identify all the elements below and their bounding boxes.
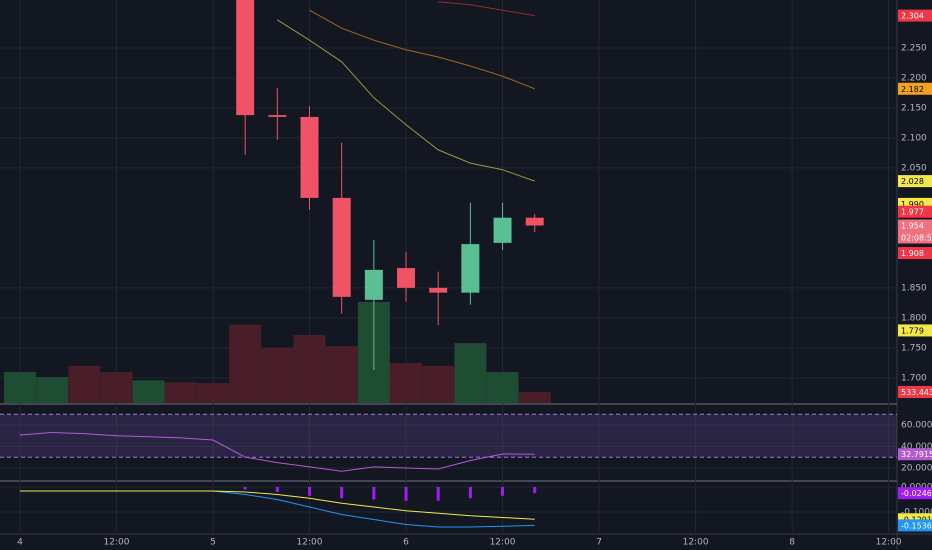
- price-tag: [898, 219, 932, 232]
- candle-body: [364, 269, 383, 300]
- price-tag: [898, 82, 932, 95]
- volume-bar: [68, 365, 101, 403]
- signal-line: [19, 490, 535, 520]
- y-tick-label: 1.750: [901, 343, 927, 353]
- volume-bar: [454, 343, 487, 403]
- moving-average: [309, 9, 535, 90]
- volume-bar: [518, 392, 551, 403]
- rsi-tick-label: 20.0000: [901, 463, 932, 473]
- macd-histogram-bar: [243, 487, 247, 490]
- macd-layer: [19, 487, 537, 528]
- volume-bar: [164, 382, 197, 403]
- candle-body: [461, 244, 480, 293]
- volume-bar: [486, 372, 519, 403]
- x-tick-label: 12:00: [876, 538, 902, 548]
- volume-bar: [422, 365, 455, 403]
- moving-average: [277, 19, 535, 182]
- x-tick-label: 7: [596, 538, 602, 548]
- x-tick-label: 12:00: [683, 538, 709, 548]
- macd-histogram-bar: [436, 487, 440, 501]
- macd-histogram-bar: [275, 487, 279, 492]
- macd-histogram-bar: [501, 487, 505, 496]
- x-tick-label: 5: [210, 538, 216, 548]
- macd-histogram-bar: [533, 487, 537, 494]
- macd-histogram-bar: [468, 487, 472, 499]
- candle-body: [429, 287, 448, 293]
- x-tick-label: 12:00: [490, 538, 516, 548]
- candles-layer: [236, 0, 544, 371]
- y-tick-label: 2.100: [901, 133, 927, 143]
- macd-histogram-bar: [340, 487, 344, 499]
- price-tag-label: 02:08:56: [901, 233, 932, 242]
- macd-histogram-bar: [308, 487, 312, 496]
- price-tag: [898, 205, 932, 218]
- volume-bar: [325, 346, 358, 403]
- moving-average: [438, 1, 535, 17]
- candle-body: [300, 116, 319, 198]
- x-tick-label: 8: [789, 538, 795, 548]
- price-tag-label: 1.990: [901, 200, 924, 209]
- y-tick-label: 1.700: [901, 373, 927, 383]
- volume-bar: [132, 380, 165, 403]
- rsi-tick-label: 40.0000: [901, 442, 932, 452]
- x-tick-label: 6: [403, 538, 409, 548]
- price-tag-label: 1.779: [901, 326, 924, 335]
- volume-bar: [293, 334, 326, 403]
- price-tag-label: 533.443K: [901, 388, 932, 397]
- rsi-layer: [0, 413, 897, 472]
- tags-layer: 4 12:00 5 12:00 6 12:00 7 12:00 8 12:00 1.700 1.750…: [17, 9, 932, 548]
- rsi-band: [0, 414, 897, 458]
- y-tick-label: 2.250: [901, 43, 927, 53]
- y-tick-label: 1.800: [901, 313, 927, 323]
- candle-body: [493, 217, 512, 243]
- price-tag-label: 1.977: [901, 208, 924, 217]
- candle-body: [236, 0, 255, 116]
- y-tick-label: 1.850: [901, 283, 927, 293]
- price-tag: [898, 519, 932, 532]
- price-tag: [898, 247, 932, 260]
- volume-bar: [229, 324, 262, 403]
- price-tag-label: -0.1536: [901, 521, 932, 530]
- volume-bar: [261, 347, 294, 403]
- candle-body: [397, 268, 416, 288]
- x-tick-label: 12:00: [297, 538, 323, 548]
- lines-layer: [277, 1, 535, 182]
- y-tick-label: 2.200: [901, 73, 927, 83]
- price-tag-label: -0.0246: [901, 489, 932, 498]
- price-tag-label: 1.908: [901, 249, 924, 258]
- price-tag: [898, 231, 932, 244]
- x-tick-label: 4: [17, 538, 23, 548]
- rsi-tick-label: 60.0000: [901, 421, 932, 431]
- y-tick-label: 2.150: [901, 103, 927, 113]
- price-tag-label: 2.182: [901, 85, 924, 94]
- candle-body: [332, 197, 351, 297]
- y-tick-label: 2.050: [901, 163, 927, 173]
- price-tag-label: 1.954: [901, 221, 924, 230]
- price-tag: [898, 487, 932, 500]
- price-tag: [898, 9, 932, 22]
- rsi-line: [19, 431, 535, 472]
- volume-bar: [196, 383, 229, 403]
- price-tag: [898, 448, 932, 461]
- volume-bar: [3, 372, 36, 403]
- price-tag: [898, 175, 932, 188]
- volume-bar: [390, 363, 423, 403]
- price-tag-label: 2.304: [901, 12, 924, 21]
- volume-bar: [100, 372, 133, 403]
- macd-histogram-bar: [372, 487, 376, 500]
- price-tag-label: 32.7915: [901, 450, 932, 459]
- macd-tick-label: -0.1000: [901, 508, 932, 518]
- candle-body: [268, 115, 287, 117]
- price-tag: [898, 386, 932, 399]
- candle-body: [525, 217, 544, 226]
- price-tag-label: 2.028: [901, 177, 924, 186]
- macd-histogram-bar: [404, 487, 408, 501]
- price-tag: [898, 324, 932, 337]
- x-tick-label: 12:00: [103, 538, 129, 548]
- volume-bar: [36, 377, 69, 403]
